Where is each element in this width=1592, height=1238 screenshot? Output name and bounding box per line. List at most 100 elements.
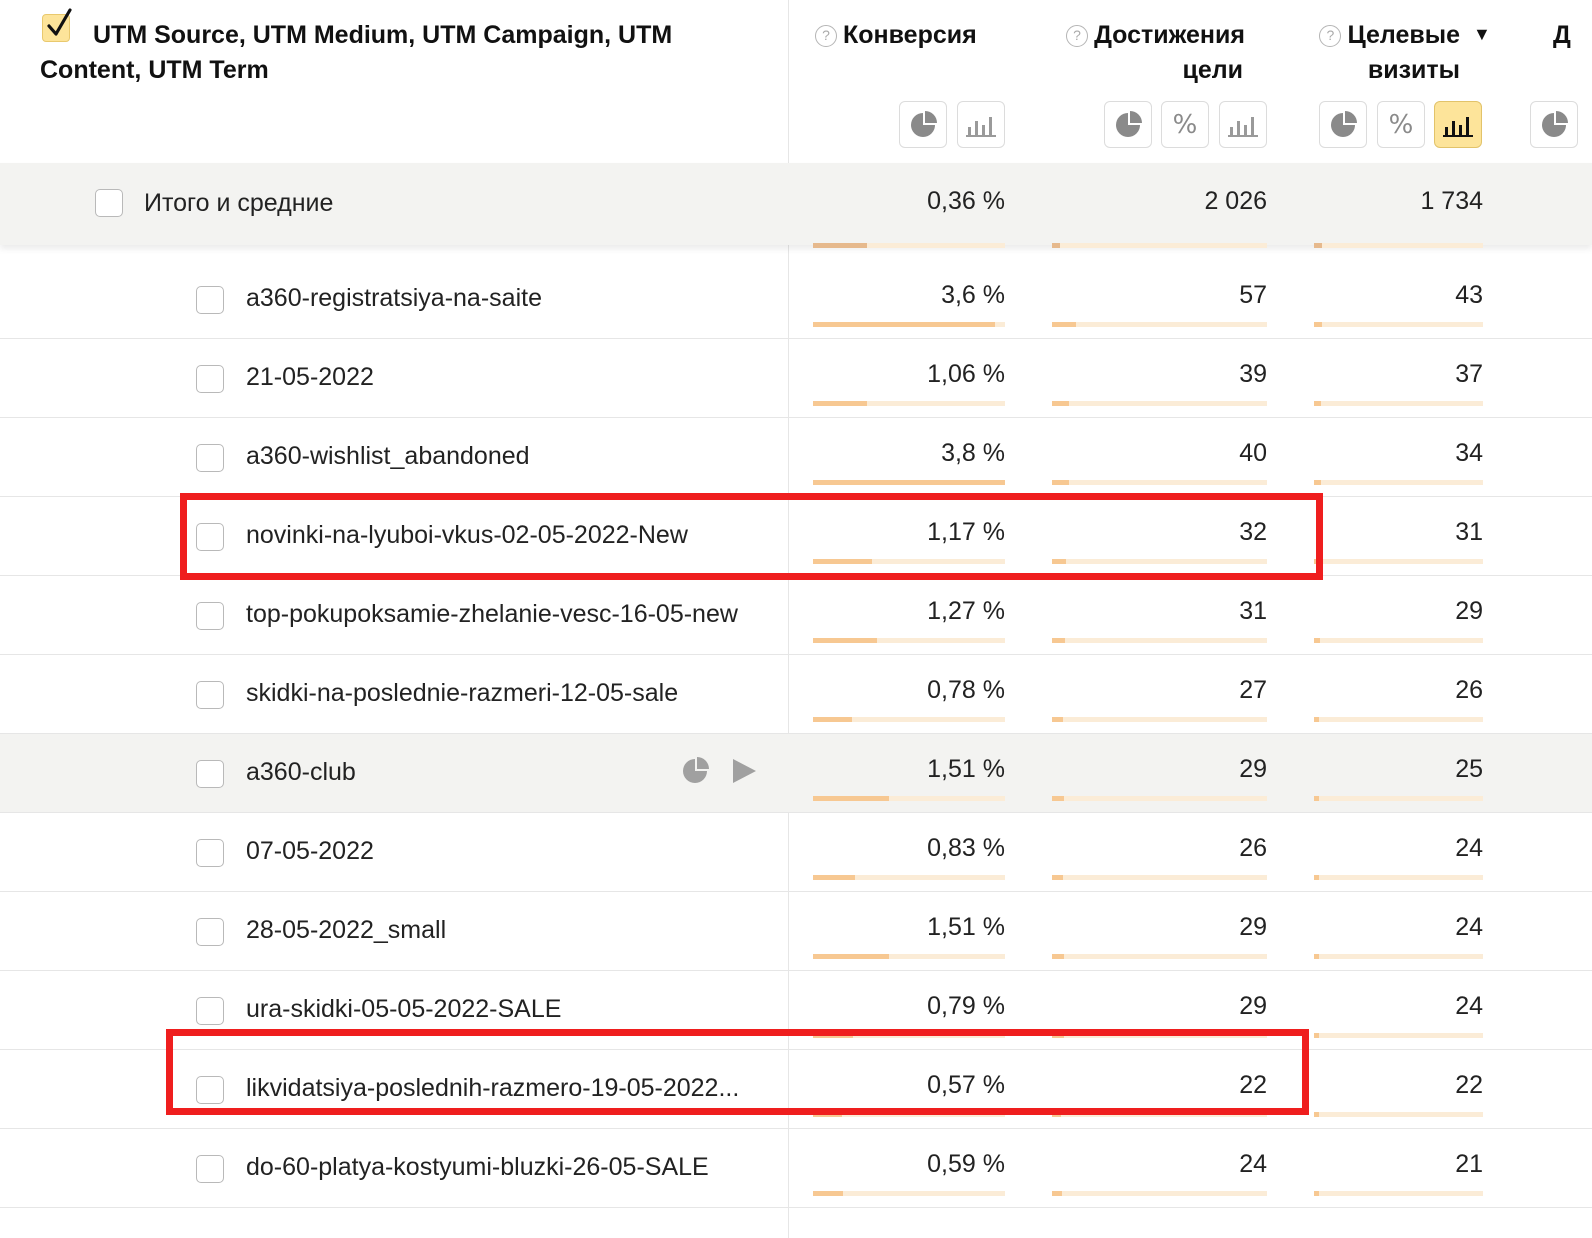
bar-chart-button[interactable] <box>957 101 1005 148</box>
row-conversion: 0,79 % <box>927 992 1005 1020</box>
conversion-bar <box>813 638 1005 643</box>
metric-header-target-visits[interactable]: ? Целевые визиты <box>1300 18 1460 88</box>
sort-desc-icon[interactable]: ▼ <box>1473 24 1491 44</box>
table-row[interactable]: a360-club 1,51 % 29 25 <box>0 734 1592 813</box>
row-checkbox[interactable] <box>196 997 224 1025</box>
table-row[interactable]: 28-05-2022_small 1,51 % 29 24 <box>0 892 1592 971</box>
table-row[interactable]: likvidatsiya-poslednih-razmero-19-05-202… <box>0 1050 1592 1129</box>
goal-reaches-bar <box>1052 480 1267 485</box>
row-checkbox[interactable] <box>196 523 224 551</box>
row-checkbox[interactable] <box>196 286 224 314</box>
row-goal-reaches: 27 <box>1239 676 1267 704</box>
row-conversion: 1,51 % <box>927 755 1005 783</box>
table-row[interactable]: ura-skidki-05-05-2022-SALE 0,79 % 29 24 <box>0 971 1592 1050</box>
metric-header-goal-reaches[interactable]: ? Достижения цели <box>1040 18 1245 88</box>
table-row[interactable]: 21-05-2022 1,06 % 39 37 <box>0 339 1592 418</box>
totals-target-visits: 1 734 <box>1420 187 1483 215</box>
conversion-bar <box>813 875 1005 880</box>
row-actions <box>680 756 758 786</box>
row-checkbox[interactable] <box>196 602 224 630</box>
metric-label: Целевые <box>1347 21 1460 49</box>
target-visits-bar <box>1314 638 1483 643</box>
target-visits-bar <box>1314 322 1483 327</box>
row-goal-reaches: 29 <box>1239 755 1267 783</box>
pie-chart-icon[interactable] <box>680 756 710 786</box>
row-goal-reaches: 26 <box>1239 834 1267 862</box>
row-conversion: 3,6 % <box>941 281 1005 309</box>
bar-chart-button[interactable] <box>1219 101 1267 148</box>
row-name[interactable]: 07-05-2022 <box>246 837 374 865</box>
conversion-bar <box>813 243 1005 248</box>
row-name[interactable]: novinki-na-lyuboi-vkus-02-05-2022-New <box>246 521 688 549</box>
help-icon[interactable]: ? <box>1066 25 1089 47</box>
totals-goal-reaches: 2 026 <box>1204 187 1267 215</box>
conversion-bar <box>813 1112 1005 1117</box>
row-target-visits: 29 <box>1455 597 1483 625</box>
goal-reaches-bar <box>1052 717 1267 722</box>
table-header: UTM Source, UTM Medium, UTM Campaign, UT… <box>0 0 1592 163</box>
row-goal-reaches: 32 <box>1239 518 1267 546</box>
row-checkbox[interactable] <box>196 444 224 472</box>
row-checkbox[interactable] <box>196 760 224 788</box>
table-row[interactable]: top-pokupoksamie-zhelanie-vesc-16-05-new… <box>0 576 1592 655</box>
goal-reaches-bar <box>1052 954 1267 959</box>
table-row[interactable]: do-60-platya-kostyumi-bluzki-26-05-SALE 0… <box>0 1129 1592 1208</box>
row-checkbox[interactable] <box>196 918 224 946</box>
select-all-checkbox[interactable] <box>42 8 72 42</box>
row-conversion: 1,27 % <box>927 597 1005 625</box>
pie-chart-button[interactable] <box>1319 101 1367 148</box>
row-goal-reaches: 40 <box>1239 439 1267 467</box>
row-name[interactable]: a360-registratsiya-na-saite <box>246 284 542 312</box>
row-name[interactable]: likvidatsiya-poslednih-razmero-19-05-202… <box>246 1074 740 1102</box>
row-target-visits: 26 <box>1455 676 1483 704</box>
row-name[interactable]: a360-wishlist_abandoned <box>246 442 530 470</box>
row-checkbox[interactable] <box>196 681 224 709</box>
percent-icon: % <box>1172 109 1198 140</box>
goal-reaches-bar <box>1052 559 1267 564</box>
bar-chart-icon <box>1443 116 1473 137</box>
goal-reaches-bar <box>1052 322 1267 327</box>
conversion-bar <box>813 401 1005 406</box>
row-goal-reaches: 31 <box>1239 597 1267 625</box>
row-checkbox[interactable] <box>196 365 224 393</box>
target-visits-bar <box>1314 243 1483 248</box>
metric-header-conversion[interactable]: ? Конверсия <box>815 18 985 53</box>
goal-reaches-bar <box>1052 1112 1267 1117</box>
target-visits-bar <box>1314 796 1483 801</box>
row-checkbox[interactable] <box>196 1076 224 1104</box>
row-target-visits: 25 <box>1455 755 1483 783</box>
bar-chart-button-active[interactable] <box>1434 101 1482 148</box>
row-name[interactable]: ura-skidki-05-05-2022-SALE <box>246 995 562 1023</box>
pie-chart-button[interactable] <box>899 101 947 148</box>
table-row[interactable]: a360-wishlist_abandoned 3,8 % 40 34 <box>0 418 1592 497</box>
row-conversion: 0,59 % <box>927 1150 1005 1178</box>
dimension-title[interactable]: UTM Source, UTM Medium, UTM Campaign, UT… <box>40 21 673 84</box>
column-divider <box>788 0 789 1238</box>
table-row[interactable]: skidki-na-poslednie-razmeri-12-05-sale 0,… <box>0 655 1592 734</box>
pie-chart-button[interactable] <box>1530 101 1578 148</box>
conversion-bar <box>813 954 1005 959</box>
checkmark-icon <box>47 8 72 36</box>
row-checkbox[interactable] <box>196 839 224 867</box>
target-visits-bar <box>1314 559 1483 564</box>
percent-button[interactable]: % <box>1377 101 1425 148</box>
help-icon[interactable]: ? <box>815 25 837 47</box>
play-icon[interactable] <box>730 757 758 785</box>
metric-header-cut-off[interactable]: Д <box>1553 18 1592 53</box>
percent-button[interactable]: % <box>1161 101 1209 148</box>
help-icon[interactable]: ? <box>1319 25 1342 47</box>
pie-chart-button[interactable] <box>1104 101 1152 148</box>
row-name[interactable]: 28-05-2022_small <box>246 916 447 944</box>
row-name[interactable]: a360-club <box>246 758 356 786</box>
row-name[interactable]: 21-05-2022 <box>246 363 374 391</box>
table-row[interactable]: 07-05-2022 0,83 % 26 24 <box>0 813 1592 892</box>
row-name[interactable]: do-60-platya-kostyumi-bluzki-26-05-SALE <box>246 1153 709 1181</box>
row-target-visits: 22 <box>1455 1071 1483 1099</box>
table-row[interactable]: a360-registratsiya-na-saite 3,6 % 57 43 <box>0 260 1592 339</box>
metric-label-line2: визиты <box>1367 56 1460 84</box>
row-name[interactable]: skidki-na-poslednie-razmeri-12-05-sale <box>246 679 679 707</box>
table-row[interactable]: novinki-na-lyuboi-vkus-02-05-2022-New 1,1… <box>0 497 1592 576</box>
totals-checkbox[interactable] <box>95 189 123 217</box>
row-checkbox[interactable] <box>196 1155 224 1183</box>
row-name[interactable]: top-pokupoksamie-zhelanie-vesc-16-05-new <box>246 600 738 628</box>
